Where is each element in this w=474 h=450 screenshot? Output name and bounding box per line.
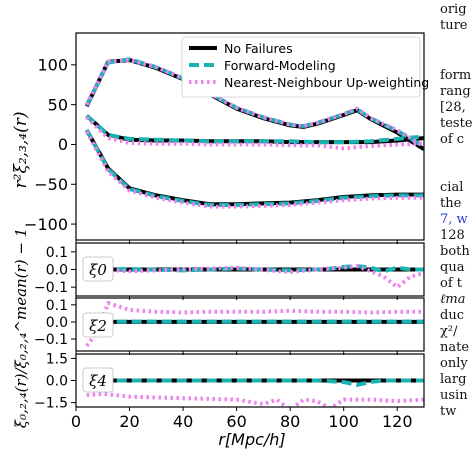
side-text-line: nate — [440, 340, 470, 355]
axes-frame-r2 — [75, 297, 425, 352]
xi2-label-box: ξ2 — [82, 312, 114, 338]
side-text-line: of c — [440, 132, 465, 147]
y-tick-label: 0.1 — [46, 298, 68, 314]
xi0-label-box: ξ0 — [82, 256, 114, 282]
side-text-line: χ²/ — [440, 324, 458, 339]
x-tick-label: 40 — [173, 412, 193, 431]
series-line-forward-r4 — [86, 378, 424, 387]
side-text-line: 128 — [440, 228, 465, 243]
y-tick-label: −0.1 — [34, 280, 68, 296]
side-text-line: 7, w — [440, 212, 468, 227]
y-tick-label: 0 — [58, 135, 68, 154]
y-tick-label: 1.5 — [46, 351, 68, 367]
xi0-panel-label: ξ0 — [89, 261, 107, 279]
ratio-panel-xi2: 0.10.0−0.1 — [34, 297, 425, 355]
x-tick-label: 60 — [226, 412, 246, 431]
side-text-line: teste — [440, 116, 473, 131]
side-text-line: form — [440, 68, 472, 83]
y-tick-label: 50 — [48, 95, 68, 114]
side-text-line: ℓma — [440, 292, 466, 307]
x-tick-label: 80 — [280, 412, 300, 431]
side-text-line: orig — [440, 2, 467, 17]
legend-label-nn: Nearest-Neighbour Up-weighting — [224, 75, 429, 90]
legend-label-no-failures: No Failures — [224, 41, 293, 56]
y-tick-label: −100 — [24, 215, 68, 234]
series-line-nn-xi2-main — [85, 115, 424, 151]
xi4-label-box: ξ4 — [82, 367, 114, 393]
legend-box — [181, 36, 421, 98]
y-tick-label: −50 — [34, 175, 68, 194]
y-axis-label-ratio: ξ₀,₂,₄(r)/ξ₀,₂,₄^mean(r) − 1 — [12, 228, 30, 428]
y-tick-label: −1.5 — [34, 396, 68, 412]
xi2-panel-label: ξ2 — [89, 317, 107, 335]
side-text-line: tw — [440, 404, 457, 419]
side-text-line: qua — [440, 260, 465, 275]
series-line-nn-r4 — [86, 391, 424, 407]
axes-frame-main — [75, 32, 425, 241]
side-text-line: only — [440, 356, 468, 371]
x-axis-label: r[Mpc/h] — [218, 430, 285, 449]
side-text-line: larg — [440, 372, 467, 387]
y-tick-label: 0.0 — [46, 263, 68, 279]
side-text-line: duc — [440, 308, 464, 323]
side-text-line: ture — [440, 18, 468, 33]
y-tick-label: 100 — [37, 56, 68, 75]
side-text-line: cial — [440, 180, 464, 195]
y-tick-label: 0.0 — [46, 315, 68, 331]
x-tick-label: 0 — [71, 412, 81, 431]
series-line-nn-xi0-main — [84, 58, 424, 148]
x-tick-label: 120 — [382, 412, 413, 431]
ratio-panel-xi4: 1.5 0.0 −1.50 20 40 60 80 100 120 — [34, 351, 425, 431]
side-text-line: the — [440, 196, 462, 211]
x-tick-label: 20 — [119, 412, 139, 431]
series-line-nn-r0 — [86, 264, 424, 290]
xi4-panel-label: ξ4 — [89, 372, 107, 390]
series-line-nn-xi4-main — [84, 130, 424, 209]
y-axis-label-main: r²ξ₂,₃,₄(r) — [11, 112, 31, 189]
y-tick-label: 0.0 — [46, 374, 68, 390]
side-text-line: both — [440, 244, 470, 259]
side-text-line: usin — [440, 388, 468, 403]
side-text-line: of t — [440, 276, 462, 291]
side-text-line: [28, — [440, 100, 466, 115]
series-line-nn-r2 — [85, 301, 424, 348]
legend: No Failures Forward-Modeling Nearest-Nei… — [181, 36, 429, 98]
legend-label-forward: Forward-Modeling — [224, 58, 336, 73]
side-text-line: rang — [440, 84, 471, 99]
ratio-panel-xi0: 0.1 0.0−0.1 — [34, 242, 425, 300]
y-tick-label: −0.1 — [34, 332, 68, 348]
y-tick-label: 0.1 — [46, 245, 68, 261]
x-tick-label: 100 — [328, 412, 359, 431]
series-line-forward-xi2-main — [85, 114, 424, 145]
main-panel: −100 −50 0 50 100 — [24, 32, 425, 244]
